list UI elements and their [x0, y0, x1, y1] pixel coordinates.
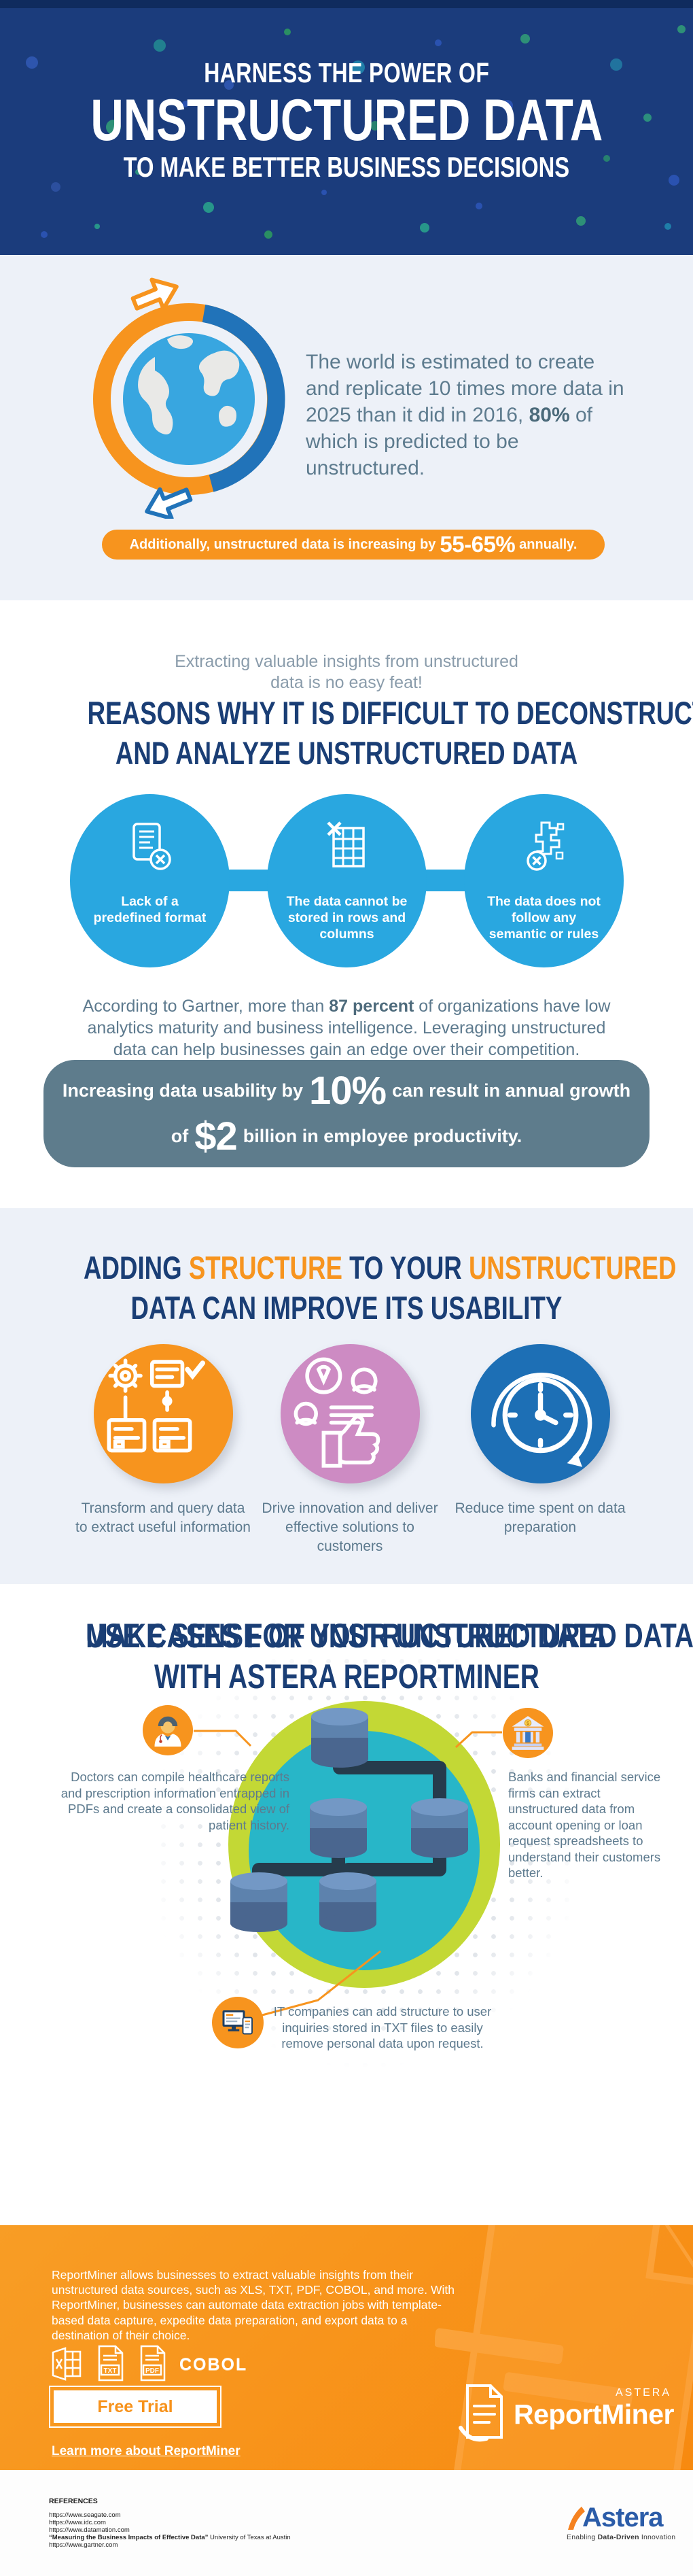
- reference-citation: “Measuring the Business Impacts of Effec…: [49, 2534, 291, 2541]
- use-case-text-doctors: Doctors can compile healthcare reports a…: [60, 1770, 289, 1832]
- doctor-icon: [143, 1705, 193, 1755]
- astera-tagline: Enabling Data-Driven Innovation: [567, 2533, 676, 2541]
- hero-subtitle: TO MAKE BETTER BUSINESS DECISIONS: [123, 151, 570, 183]
- page-title: UNSTRUCTURED DATA: [90, 88, 603, 153]
- adding-structure-heading: ADDING STRUCTURE TO YOUR UNSTRUCTURED DA…: [84, 1250, 677, 1326]
- use-case-text-it: IT companies can add structure to user i…: [273, 2004, 492, 2050]
- globe-illustration: [87, 277, 294, 521]
- benefit-card: [94, 1344, 233, 1483]
- bank-icon: $: [503, 1708, 553, 1758]
- footer: REFERENCES https://www.seagate.com https…: [0, 2470, 693, 2576]
- connector-bar: [420, 870, 470, 891]
- reasons-section: Extracting valuable insights from unstru…: [0, 600, 693, 1208]
- xls-file-icon: [52, 2346, 83, 2384]
- benefit-label: Transform and query data to extract usef…: [75, 1500, 251, 1535]
- benefit-card: [281, 1344, 420, 1483]
- reportminer-promo-section: ReportMiner allows businesses to extract…: [0, 2225, 693, 2470]
- txt-file-icon: TXT: [95, 2345, 125, 2385]
- decorative-dots: [0, 0, 7, 7]
- transform-workflow-icon: [94, 1358, 233, 1486]
- reason-card: The data cannot be stored in rows and co…: [267, 794, 427, 967]
- free-trial-button-label[interactable]: Free Trial: [54, 2390, 217, 2423]
- astera-swoosh-icon: [568, 2507, 585, 2530]
- reference-link: https://www.datamation.com: [49, 2526, 130, 2534]
- no-semantic-rules-icon: [516, 819, 573, 880]
- intro-paragraph: The world is estimated to create and rep…: [306, 351, 624, 479]
- adding-structure-section: ADDING STRUCTURE TO YOUR UNSTRUCTURED DA…: [0, 1208, 693, 1584]
- reportminer-logo: ASTERA ReportMiner: [514, 2387, 674, 2430]
- reasons-heading: REASONS WHY IT IS DIFFICULT TO DECONSTRU…: [87, 695, 693, 771]
- document-watermark: [435, 2225, 693, 2470]
- use-case-text-banks: Banks and financial service firms can ex…: [508, 1770, 661, 1880]
- gartner-note: According to Gartner, more than 87 perce…: [82, 997, 611, 1059]
- reason-label: The data does not follow any semantic or…: [487, 894, 601, 942]
- clock-icon: [471, 1373, 610, 1486]
- customers-thumbs-up-icon: [281, 1357, 420, 1486]
- reason-label: Lack of a predefined format: [93, 894, 207, 925]
- reportminer-product-label: ReportMiner: [514, 2399, 674, 2430]
- reason-card: The data does not follow any semantic or…: [464, 794, 624, 967]
- svg-text:TXT: TXT: [104, 2367, 117, 2375]
- benefit-label: Drive innovation and deliver effective s…: [262, 1500, 438, 1554]
- references-title: REFERENCES: [49, 2497, 98, 2505]
- reason-card: Lack of a predefined format: [70, 794, 230, 967]
- astera-logo-text: Astera: [582, 2503, 664, 2532]
- cta-heading: MAKE SENSE OF YOUR UNSTRUCTURED DATA WITH…: [86, 1617, 693, 1696]
- benefit-card: [471, 1344, 610, 1483]
- data-network-illustration: [194, 1701, 502, 2016]
- svg-text:$: $: [527, 1721, 529, 1726]
- no-format-document-icon: [122, 819, 179, 880]
- reference-link: https://www.seagate.com: [49, 2511, 121, 2519]
- use-cases-section: USE CASES FOR UNSTRUCTURED DATA: [0, 1584, 693, 2225]
- reportminer-document-icon: [457, 2380, 511, 2449]
- reason-label: The data cannot be stored in rows and co…: [286, 894, 408, 942]
- reasons-lead-text: Extracting valuable insights from unstru…: [175, 652, 518, 692]
- references-block: REFERENCES https://www.seagate.com https…: [49, 2497, 291, 2549]
- use-cases-illustration: $: [0, 1652, 693, 2114]
- globe-icon: [93, 277, 285, 521]
- free-trial-button[interactable]: Free Trial: [49, 2386, 221, 2428]
- hero-top-strip: [0, 0, 693, 8]
- connector-bar: [223, 870, 273, 891]
- growth-banner: Additionally, unstructured data is incre…: [102, 530, 605, 560]
- intro-section: The world is estimated to create and rep…: [0, 255, 693, 600]
- astera-logo: Astera Enabling Data-Driven Innovation: [567, 2503, 682, 2541]
- astera-brand-label: ASTERA: [615, 2387, 671, 2399]
- use-cases-heading: USE CASES FOR UNSTRUCTURED DATA: [86, 1617, 607, 1655]
- hero-header: HARNESS THE POWER OF UNSTRUCTURED DATA T…: [0, 0, 693, 255]
- benefit-label: Reduce time spent on data preparation: [455, 1500, 626, 1535]
- svg-text:PDF: PDF: [145, 2367, 159, 2375]
- usability-banner: Increasing data usability by 10% can res…: [43, 1060, 650, 1167]
- reference-link: https://www.idc.com: [49, 2519, 106, 2526]
- no-rows-columns-table-icon: [319, 819, 376, 880]
- supported-formats-row: TXT PDF COBOL: [52, 2345, 247, 2385]
- pdf-file-icon: PDF: [137, 2345, 167, 2385]
- learn-more-link[interactable]: Learn more about ReportMiner: [52, 2444, 241, 2458]
- hero-kicker: HARNESS THE POWER OF: [203, 57, 490, 88]
- reference-link: https://www.gartner.com: [49, 2541, 118, 2549]
- cobol-label: COBOL: [179, 2355, 248, 2374]
- it-devices-icon: [212, 1997, 264, 2048]
- promo-paragraph: ReportMiner allows businesses to extract…: [52, 2267, 455, 2343]
